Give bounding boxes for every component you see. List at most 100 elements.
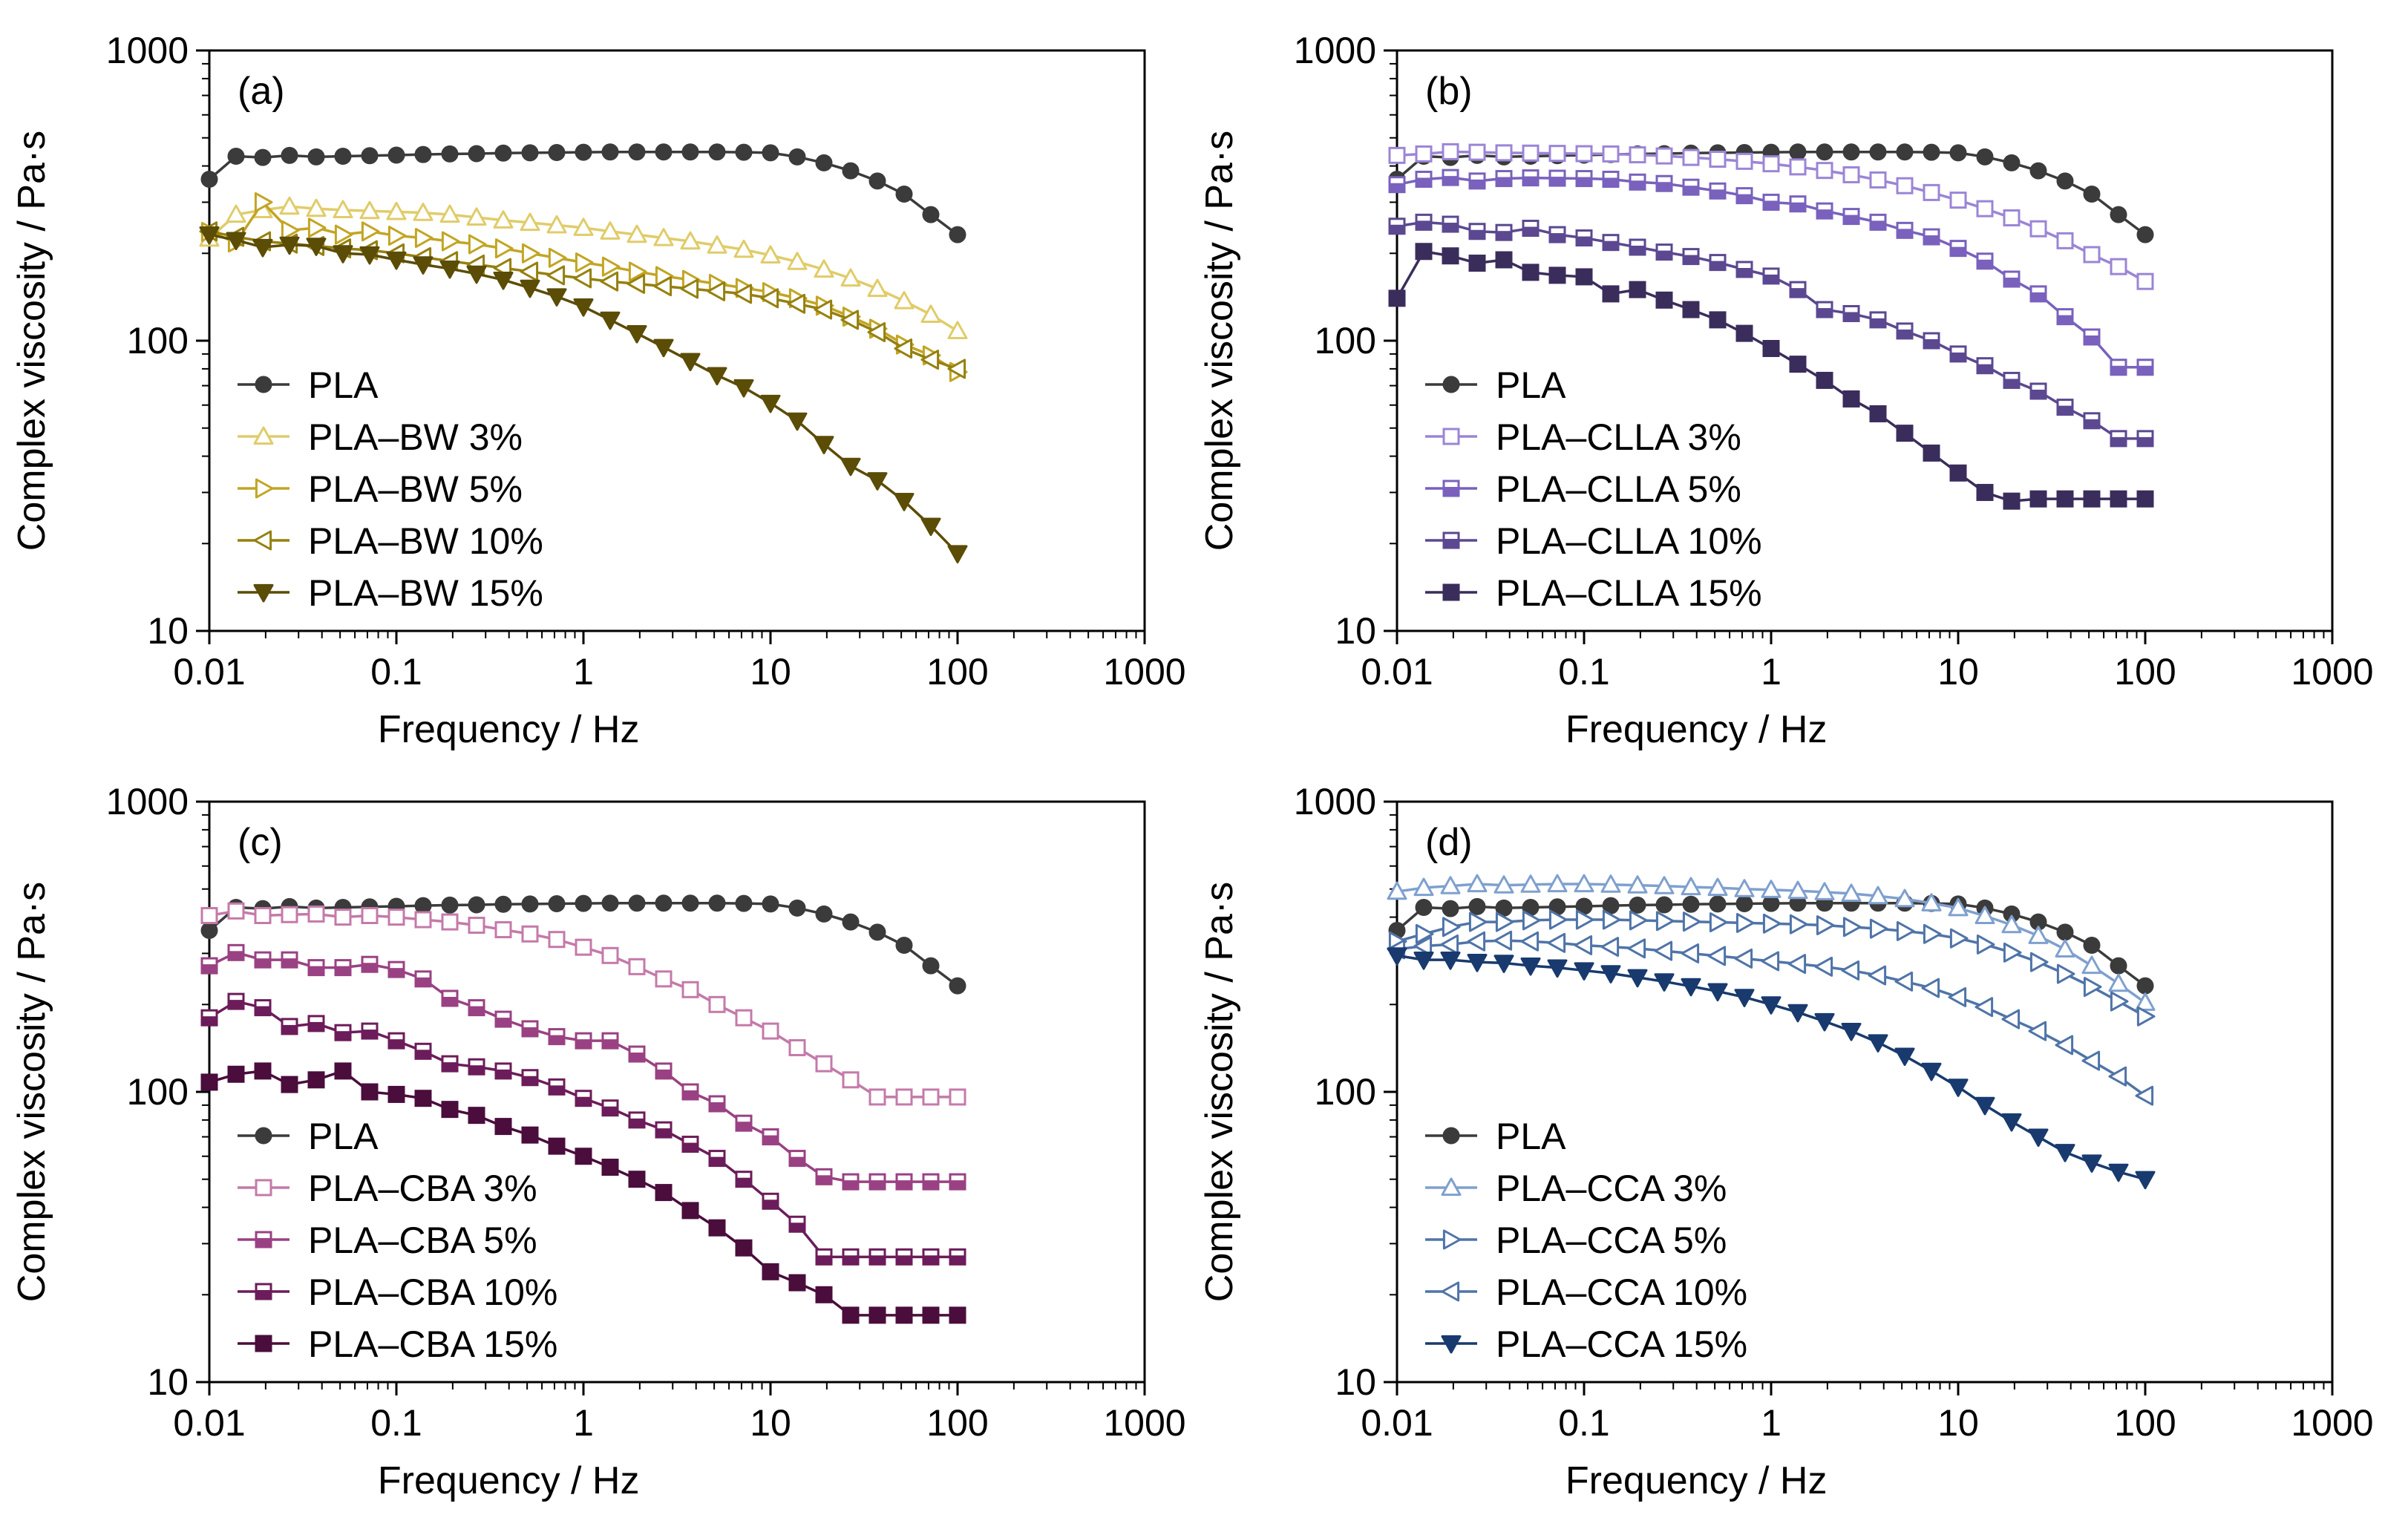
y-tick-label: 100 (1315, 320, 1376, 361)
data-point (815, 1055, 833, 1073)
data-point (468, 234, 487, 255)
legend-label: PLA–BW 5% (308, 468, 523, 510)
y-axis-title: Complex viscosity / Pa·s (1198, 131, 1241, 551)
data-point (1709, 151, 1727, 168)
data-point (1654, 876, 1675, 894)
data-point (494, 238, 514, 259)
data-point (1629, 910, 1648, 931)
legend-label: PLA–CBA 3% (308, 1168, 537, 1209)
data-point (1921, 893, 1942, 911)
data-point (1682, 911, 1701, 932)
data-point (708, 1219, 726, 1237)
data-point (895, 936, 913, 954)
data-point (387, 226, 407, 246)
data-point (1814, 882, 1835, 900)
data-point (361, 221, 380, 242)
data-point (548, 931, 566, 949)
data-point (1493, 955, 1514, 973)
data-point (2081, 1154, 2102, 1173)
data-point (307, 905, 325, 923)
data-point (468, 896, 485, 914)
data-point (1841, 960, 1860, 981)
data-point (788, 899, 806, 917)
data-point (2110, 957, 2127, 975)
data-point (2056, 490, 2074, 508)
data-point (601, 1159, 619, 1176)
legend-marker (1442, 376, 1460, 393)
data-point (922, 206, 940, 223)
legend-label: PLA–CCA 10% (1496, 1271, 1747, 1313)
data-point (708, 995, 726, 1013)
data-point (680, 353, 701, 372)
data-point (494, 1118, 512, 1136)
series-3 (200, 943, 966, 1191)
data-point (307, 1071, 325, 1089)
y-tick-label: 10 (147, 1361, 189, 1403)
data-point (1548, 145, 1566, 163)
data-point (494, 921, 512, 939)
data-point (573, 217, 594, 236)
data-point (626, 325, 647, 344)
data-point (735, 1009, 753, 1027)
data-point (1468, 897, 1486, 915)
series-5 (199, 226, 968, 564)
data-point (1896, 920, 1915, 941)
data-point (628, 1171, 646, 1188)
series-2 (1387, 874, 2156, 1011)
data-point (815, 1286, 833, 1303)
series-4 (1388, 213, 2154, 448)
legend-label: PLA (308, 1116, 379, 1157)
data-point (735, 143, 753, 161)
data-point (1894, 971, 1914, 992)
data-point (1442, 247, 1459, 265)
data-point (653, 338, 674, 358)
data-point (868, 1088, 886, 1106)
data-point (733, 284, 753, 304)
data-point (1575, 909, 1594, 930)
data-point (387, 1085, 405, 1103)
data-point (359, 200, 380, 220)
data-point (2110, 258, 2127, 275)
legend-label: PLA–CBA 10% (308, 1271, 557, 1313)
data-point (949, 226, 966, 243)
data-point (200, 170, 218, 188)
data-point (735, 1239, 753, 1257)
data-point (441, 913, 459, 931)
data-point (1413, 952, 1434, 970)
x-tick-label: 0.1 (370, 1402, 422, 1444)
data-point (681, 143, 699, 161)
data-point (1415, 145, 1433, 163)
legend: PLA PLA–CBA 3% PLA–CBA 5% PLA–CBA 10% PLA–CB… (238, 1116, 557, 1365)
chart-panel-2: 0.01 0.1 1 10 100 1000 10 100 1000 Frequency / Hz… (1198, 30, 2374, 751)
legend-label: PLA–CBA 5% (308, 1220, 537, 1261)
data-point (333, 245, 353, 264)
data-point (1787, 880, 1808, 900)
data-point (1387, 947, 1407, 966)
data-point (2028, 1021, 2047, 1041)
data-point (760, 245, 781, 264)
data-point (867, 322, 886, 343)
data-point (1442, 143, 1459, 160)
data-point (1762, 913, 1782, 934)
y-tick-label: 10 (1335, 1361, 1376, 1403)
data-point (1814, 1012, 1835, 1032)
data-point (2055, 1035, 2074, 1055)
data-point (1868, 886, 1888, 905)
data-point (1682, 895, 1700, 913)
data-point (521, 243, 540, 264)
data-point (760, 288, 779, 309)
data-point (787, 293, 806, 314)
data-point (601, 143, 619, 161)
series-2 (199, 196, 968, 340)
legend-label: PLA–BW 3% (308, 416, 523, 458)
data-point (1629, 281, 1646, 298)
x-tick-label: 10 (750, 651, 791, 693)
y-tick-label: 10 (147, 610, 189, 652)
data-point (414, 145, 432, 163)
data-point (949, 1088, 966, 1106)
data-point (1440, 876, 1461, 894)
data-point (1816, 915, 1835, 936)
series-5 (200, 1062, 966, 1324)
data-point (1923, 923, 1942, 944)
data-point (2083, 977, 2102, 998)
